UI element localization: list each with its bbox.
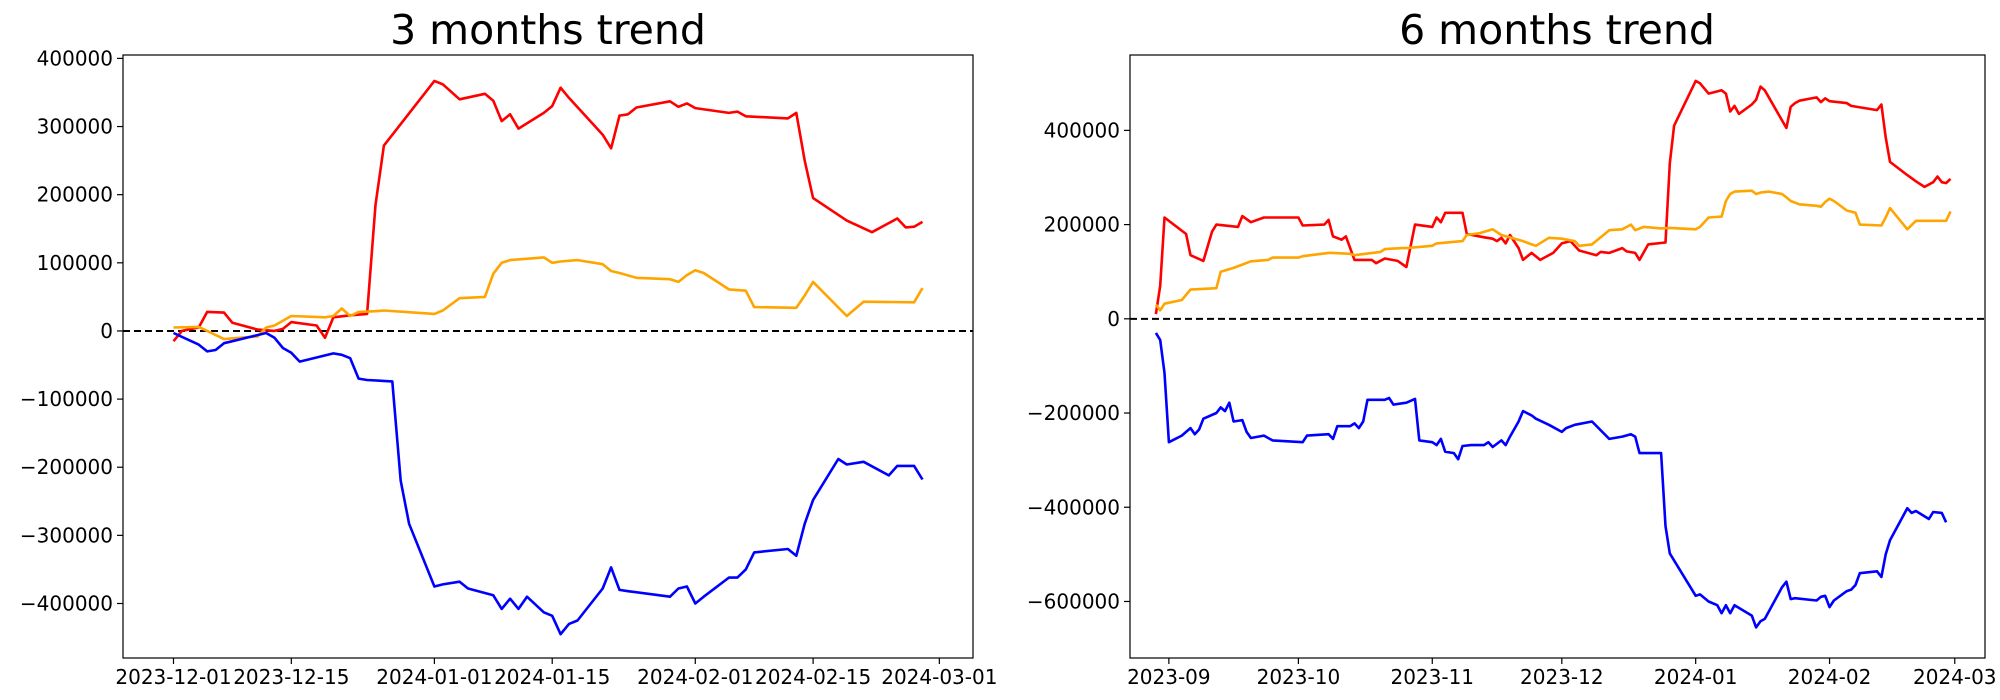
x-tick-label: 2024-02 [1788, 665, 1872, 689]
x-tick-label: 2023-11 [1390, 665, 1474, 689]
x-tick-label: 2024-01-01 [376, 665, 492, 689]
y-tick-label: 200000 [1044, 213, 1120, 237]
x-tick-label: 2023-09 [1127, 665, 1211, 689]
x-tick-label: 2024-02-01 [637, 665, 753, 689]
y-tick-label: 300000 [37, 115, 113, 139]
x-tick-label: 2024-01 [1654, 665, 1738, 689]
x-tick-label: 2024-02-15 [755, 665, 871, 689]
chart-title: 3 months trend [390, 6, 706, 54]
y-axis: 400000 300000 200000 100000 0 −100000 −200000 −… [20, 46, 123, 615]
x-tick-label: 2023-12 [1520, 665, 1604, 689]
y-tick-label: 200000 [37, 183, 113, 207]
series-line-2 [1154, 189, 1952, 312]
series-line-2 [173, 256, 924, 341]
axes-frame [1129, 54, 1986, 659]
axes-frame [122, 54, 974, 659]
y-tick-label: 100000 [37, 251, 113, 275]
y-tick-label: 400000 [1044, 118, 1120, 142]
y-tick-label: −300000 [20, 523, 113, 547]
series-line-1 [1154, 79, 1952, 315]
y-tick-label: −100000 [20, 387, 113, 411]
plot-area [123, 79, 973, 636]
x-tick-label: 2024-03-01 [881, 665, 997, 689]
y-tick-label: −400000 [20, 591, 113, 615]
y-tick-label: −200000 [1027, 401, 1120, 425]
series-line-1 [172, 79, 924, 343]
x-tick-label: 2023-12-15 [233, 665, 349, 689]
x-axis: 2023-12-01 2023-12-15 2024-01-01 2024-01-15… [115, 658, 997, 689]
x-tick-label: 2024-01-15 [494, 665, 610, 689]
y-tick-label: 400000 [37, 46, 113, 70]
x-tick-label: 2024-03 [1913, 665, 1997, 689]
y-axis: 400000 200000 0 −200000 −400000 −600000 [1027, 118, 1130, 613]
series-line-3 [1154, 332, 1948, 629]
chart-3-months: 3 months trend 400000 300000 200000 100000 0… [20, 6, 998, 689]
y-tick-label: −400000 [1027, 495, 1120, 519]
x-axis: 2023-09 2023-10 2023-11 2023-12 2024-01 2024-… [1127, 658, 1997, 689]
x-tick-label: 2023-10 [1257, 665, 1341, 689]
plot-area [1130, 79, 1985, 629]
series-line-3 [172, 331, 924, 636]
chart-title: 6 months trend [1399, 6, 1715, 54]
x-tick-label: 2023-12-01 [115, 665, 231, 689]
chart-6-months: 6 months trend 400000 200000 0 −200000 −4000… [1027, 6, 1997, 689]
y-tick-label: −600000 [1027, 589, 1120, 613]
y-tick-label: 0 [1107, 307, 1120, 331]
y-tick-label: −200000 [20, 455, 113, 479]
y-tick-label: 0 [100, 319, 113, 343]
